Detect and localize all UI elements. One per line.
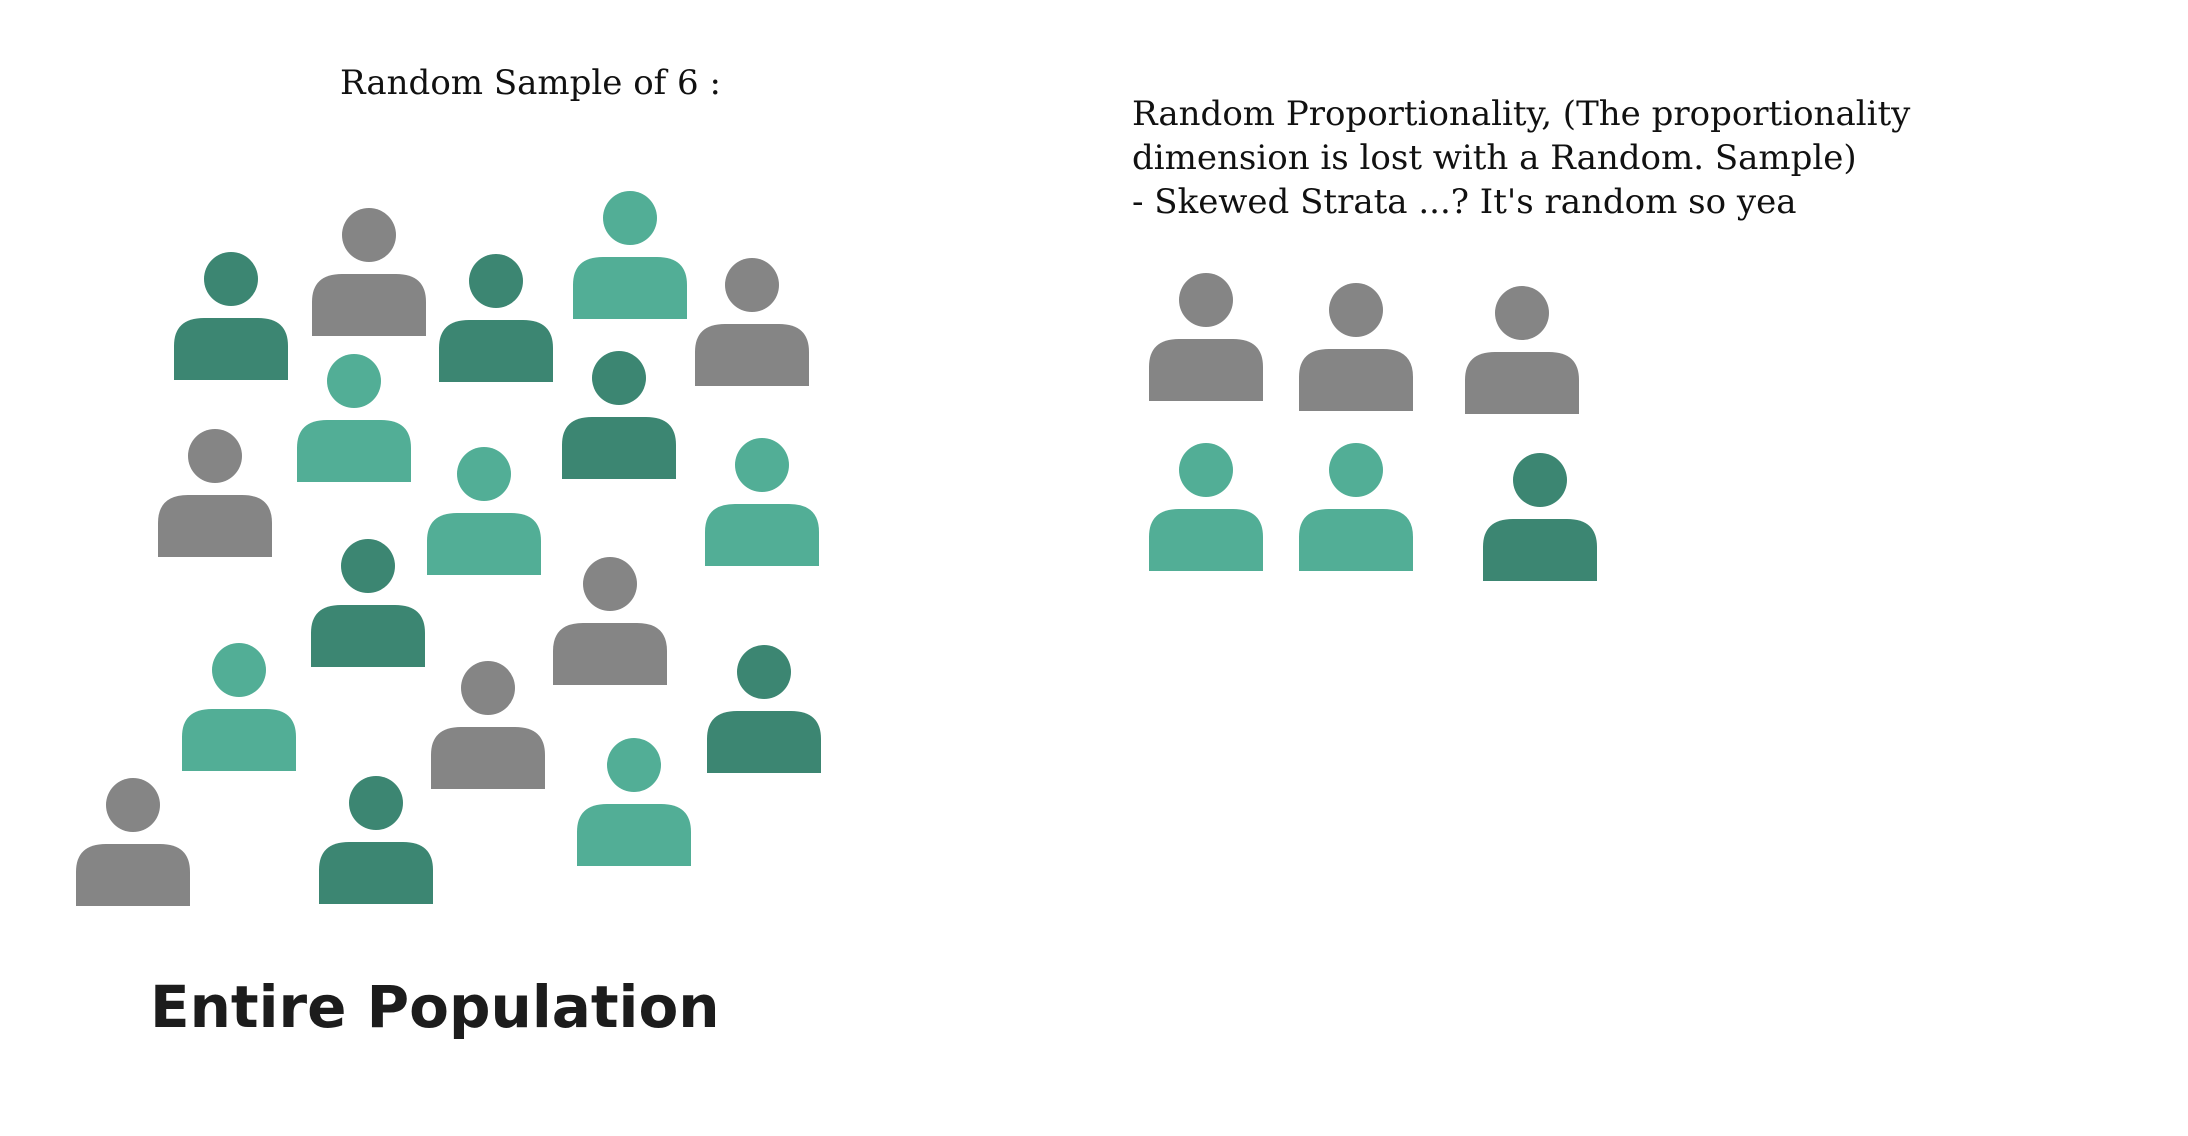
sample-person-icon (1483, 453, 1597, 581)
note-line-3: - Skewed Strata ...? It's random so yea (1132, 182, 1797, 222)
proportionality-note: Random Proportionality, (The proportiona… (1132, 92, 1910, 224)
population-person-icon (573, 191, 687, 319)
sample-person-icon (1299, 283, 1413, 411)
population-person-icon (158, 429, 272, 557)
sample-person-icon (1149, 273, 1263, 401)
sample-heading: Random Sample of 6 : (340, 63, 721, 103)
population-person-icon (427, 447, 541, 575)
population-person-icon (174, 252, 288, 380)
entire-population-group (76, 191, 821, 906)
population-person-icon (297, 354, 411, 482)
population-person-icon (562, 351, 676, 479)
population-person-icon (182, 643, 296, 771)
population-person-icon (577, 738, 691, 866)
population-person-icon (707, 645, 821, 773)
population-person-icon (312, 208, 426, 336)
population-person-icon (319, 776, 433, 904)
sample-person-icon (1465, 286, 1579, 414)
population-person-icon (311, 539, 425, 667)
sample-person-icon (1299, 443, 1413, 571)
population-person-icon (695, 258, 809, 386)
population-person-icon (439, 254, 553, 382)
random-sample-group (1149, 273, 1597, 581)
population-person-icon (431, 661, 545, 789)
population-person-icon (705, 438, 819, 566)
population-label: Entire Population (150, 973, 720, 1041)
sample-person-icon (1149, 443, 1263, 571)
population-person-icon (553, 557, 667, 685)
population-person-icon (76, 778, 190, 906)
note-line-2: dimension is lost with a Random. Sample) (1132, 138, 1857, 178)
note-line-1: Random Proportionality, (The proportiona… (1132, 94, 1911, 134)
